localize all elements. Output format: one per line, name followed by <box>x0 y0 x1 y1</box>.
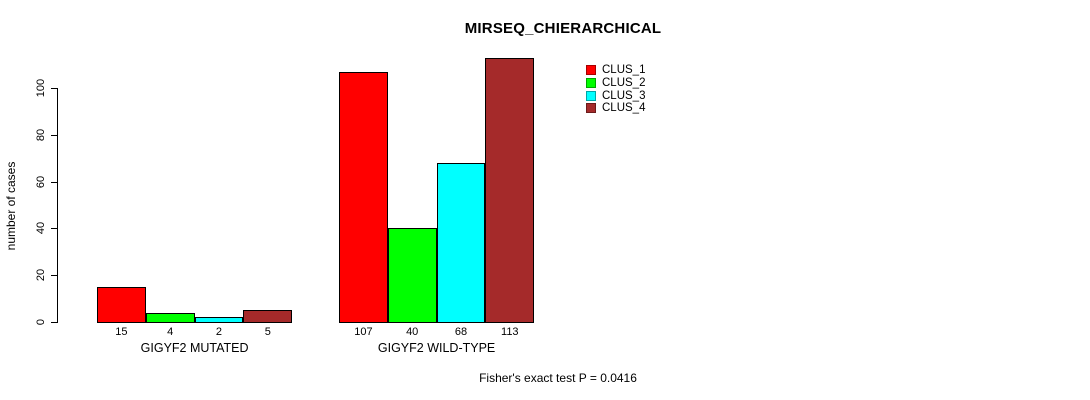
bar-value-label: 113 <box>501 325 519 338</box>
y-tick-label: 80 <box>35 128 47 141</box>
y-tick-label: 100 <box>35 78 47 98</box>
legend-row: CLUS_2 <box>586 77 645 90</box>
group-label-wild-type: GIGYF2 WILD-TYPE <box>377 341 496 355</box>
y-axis-label: number of cases <box>4 161 18 251</box>
legend-row: CLUS_1 <box>586 64 645 77</box>
y-tick-label: 20 <box>35 269 47 282</box>
bar-value-label: 68 <box>454 325 468 338</box>
group-label-mutated: GIGYF2 MUTATED <box>140 341 249 355</box>
legend-label: CLUS_4 <box>602 102 646 115</box>
legend-row: CLUS_3 <box>586 89 645 102</box>
y-tick-mark <box>51 181 57 183</box>
y-tick-label: 60 <box>35 175 47 188</box>
legend-swatch-icon <box>586 90 596 101</box>
y-tick-mark <box>51 322 57 323</box>
bar-value-label: 40 <box>406 325 419 338</box>
bar-clus_4-mutated <box>243 310 293 323</box>
bar-clus_3-wild-type <box>436 162 486 323</box>
fisher-test-annotation: Fisher's exact test P = 0.0416 <box>479 371 637 385</box>
bar-clus_3-mutated <box>194 317 244 323</box>
bar-clus_4-wild-type <box>485 57 535 323</box>
legend-row: CLUS_4 <box>586 102 645 115</box>
bar-clus_2-wild-type <box>387 228 437 323</box>
bar-value-label: 5 <box>264 325 271 338</box>
legend-label: CLUS_3 <box>602 89 646 102</box>
chart-title: MIRSEQ_CHIERARCHICAL <box>464 20 662 37</box>
bar-clus_1-mutated <box>97 286 146 323</box>
bar-value-label: 107 <box>354 325 373 338</box>
bar-clus_2-mutated <box>145 312 195 323</box>
legend-swatch-icon <box>586 65 596 76</box>
bar-value-label: 4 <box>167 325 174 338</box>
legend-swatch-icon <box>586 78 596 89</box>
bar-clus_1-wild-type <box>339 71 388 323</box>
y-tick-mark <box>51 88 57 89</box>
y-axis-line <box>57 88 58 323</box>
legend-label: CLUS_2 <box>602 77 646 90</box>
legend: CLUS_1 CLUS_2 CLUS_3 CLUS_4 <box>586 64 645 115</box>
y-tick-mark <box>51 228 57 230</box>
y-tick-label: 0 <box>35 318 47 326</box>
y-tick-mark <box>51 275 57 277</box>
y-tick-label: 40 <box>35 222 47 235</box>
bar-value-label: 15 <box>115 325 128 338</box>
legend-label: CLUS_1 <box>602 64 646 77</box>
y-tick-mark <box>51 134 57 136</box>
legend-swatch-icon <box>586 103 596 114</box>
bar-value-label: 2 <box>215 325 223 338</box>
